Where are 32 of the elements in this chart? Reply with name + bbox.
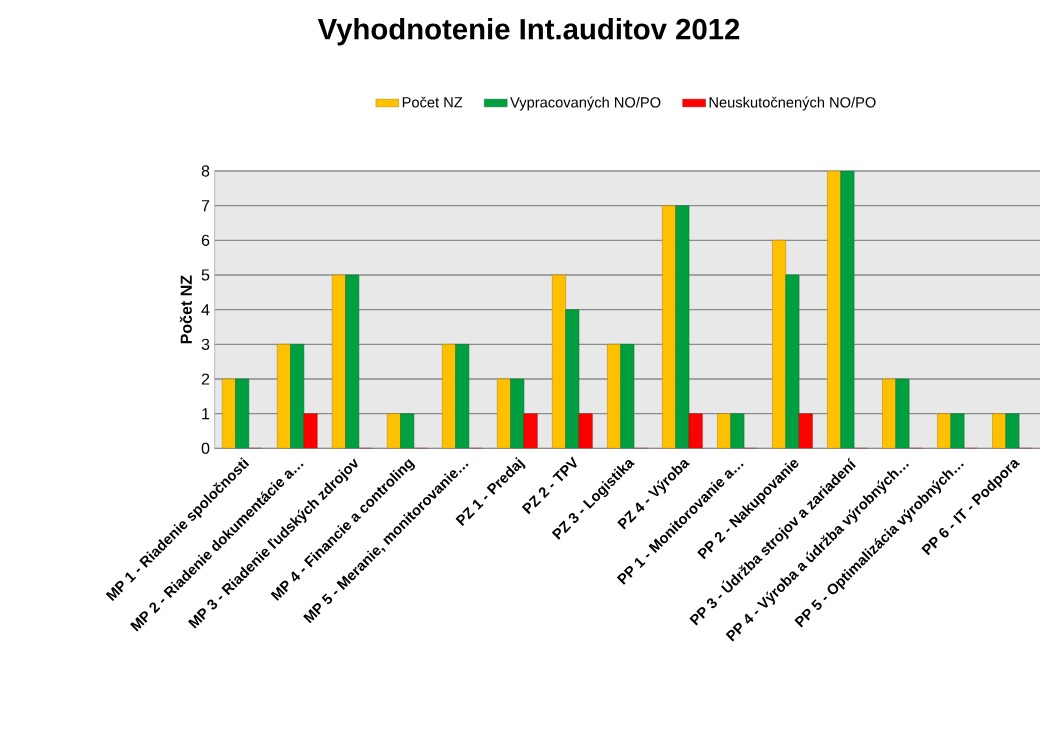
bar bbox=[827, 171, 842, 449]
bar bbox=[290, 344, 305, 449]
bar bbox=[565, 309, 580, 449]
legend-label: Neuskutočnených NO/PO bbox=[709, 96, 876, 111]
y-tick-label: 4 bbox=[201, 304, 210, 316]
bar bbox=[675, 205, 690, 449]
bar bbox=[950, 413, 965, 449]
bar bbox=[620, 344, 635, 449]
chart-title: Vyhodnotenie Int.auditov 2012 bbox=[317, 18, 740, 46]
bar bbox=[772, 240, 787, 449]
y-axis-title: Počet NZ bbox=[179, 275, 192, 344]
bar bbox=[510, 378, 525, 449]
y-tick-label: 3 bbox=[201, 338, 210, 350]
y-tick-label: 5 bbox=[201, 269, 210, 281]
bar bbox=[840, 171, 855, 449]
bar bbox=[345, 274, 360, 449]
bar bbox=[662, 205, 676, 449]
bar bbox=[1005, 413, 1020, 449]
y-tick-label: 8 bbox=[201, 165, 210, 177]
bar bbox=[730, 413, 745, 449]
y-tick-label: 2 bbox=[201, 373, 210, 385]
legend-label: Vypracovaných NO/PO bbox=[510, 96, 661, 111]
legend-label: Počet NZ bbox=[402, 96, 463, 108]
bar bbox=[400, 413, 415, 449]
y-tick-label: 1 bbox=[202, 408, 210, 420]
bar bbox=[785, 274, 800, 449]
y-tick-label: 0 bbox=[201, 442, 210, 454]
bar bbox=[895, 378, 910, 449]
y-tick-label: 6 bbox=[201, 234, 210, 246]
y-tick-label: 7 bbox=[201, 200, 210, 212]
bar bbox=[455, 344, 470, 449]
bar bbox=[235, 378, 250, 449]
